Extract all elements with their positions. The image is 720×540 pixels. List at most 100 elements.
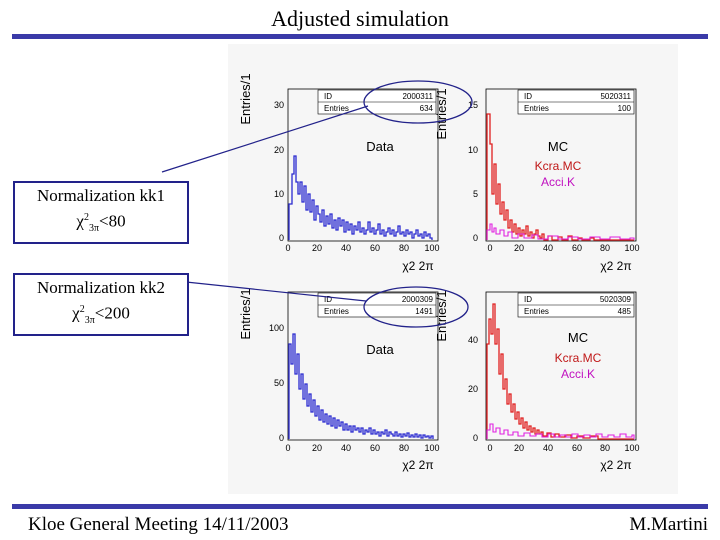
xtick-top-mc-80: 80 — [600, 243, 610, 253]
norm-kk1-cut: <80 — [99, 211, 126, 231]
xtick-bottom-mc-0: 0 — [487, 443, 492, 453]
connector-top — [161, 105, 369, 173]
id-label-top-mc: ID — [524, 92, 532, 101]
histogram-figure: Entries/1 ID 2000311 Entries 634 30 20 1… — [228, 44, 678, 494]
ytick-top-data-30: 30 — [274, 100, 284, 110]
xtick-top-data-60: 60 — [370, 243, 380, 253]
entries-label-bottom-mc: Entries — [524, 307, 549, 316]
entries-value-top-data: 634 — [420, 104, 434, 113]
norm-kk1-cut-line: χ23π<80 — [76, 211, 126, 235]
label3-bottom-mc: Acci.K — [561, 367, 595, 381]
xtick-bottom-data-80: 80 — [399, 443, 409, 453]
ylabel-top-data: Entries/1 — [238, 73, 253, 124]
xtick-bottom-mc-60: 60 — [572, 443, 582, 453]
norm-kk1-title: Normalization kk1 — [37, 186, 165, 205]
xtick-top-mc-100: 100 — [624, 243, 639, 253]
ytick-bottom-mc-0: 0 — [473, 433, 478, 443]
label-top-data: Data — [366, 139, 394, 154]
panel-bottom-data: Entries/1 ID 2000309 Entries 1491 100 50… — [238, 288, 440, 472]
xlabel-bottom-mc: χ2 2π — [600, 458, 631, 472]
hist-bottom-data — [288, 333, 434, 439]
normalization-box-kk1: Normalization kk1 χ23π<80 — [13, 181, 189, 245]
xtick-bottom-data-100: 100 — [424, 443, 439, 453]
id-label-top-data: ID — [324, 92, 332, 101]
norm-kk2-cut: <200 — [94, 303, 130, 323]
hist-top-data — [288, 155, 433, 240]
entries-value-bottom-mc: 485 — [618, 307, 632, 316]
hist-top-mc-acci — [486, 223, 635, 240]
entries-label-top-data: Entries — [324, 104, 349, 113]
slide-title: Adjusted simulation — [271, 6, 449, 31]
connector-bottom — [185, 281, 367, 302]
entries-value-bottom-data: 1491 — [415, 307, 433, 316]
xtick-top-mc-20: 20 — [514, 243, 524, 253]
xlabel-top-data: χ2 2π — [402, 259, 433, 273]
norm-kk2-cut-line: χ23π<200 — [72, 303, 130, 327]
panel-top-data: Entries/1 ID 2000311 Entries 634 30 20 1… — [238, 73, 440, 273]
label2-bottom-mc: Kcra.MC — [555, 351, 602, 365]
footer-author: M.Martini — [629, 514, 708, 535]
xtick-top-data-20: 20 — [312, 243, 322, 253]
xtick-bottom-data-0: 0 — [285, 443, 290, 453]
xtick-top-mc-0: 0 — [487, 243, 492, 253]
footer-meeting: Kloe General Meeting 14/11/2003 — [28, 514, 289, 535]
xtick-top-data-0: 0 — [285, 243, 290, 253]
xtick-bottom-data-60: 60 — [370, 443, 380, 453]
highlight-ellipse-top — [363, 80, 473, 124]
id-label-bottom-data: ID — [324, 295, 332, 304]
xtick-bottom-mc-100: 100 — [624, 443, 639, 453]
xtick-bottom-data-40: 40 — [341, 443, 351, 453]
ylabel-bottom-data: Entries/1 — [238, 288, 253, 339]
ytick-bottom-data-100: 100 — [269, 323, 284, 333]
hist-top-mc-kcra — [486, 113, 634, 241]
xlabel-bottom-data: χ2 2π — [402, 458, 433, 472]
plot-area: Entries/1 ID 2000311 Entries 634 30 20 1… — [228, 44, 678, 494]
top-rule — [12, 34, 708, 39]
entries-label-top-mc: Entries — [524, 104, 549, 113]
label-top-mc: MC — [548, 139, 568, 154]
xtick-top-data-40: 40 — [341, 243, 351, 253]
bottom-rule — [12, 504, 708, 509]
id-value-top-data: 2000311 — [402, 92, 433, 101]
label-bottom-mc: MC — [568, 330, 588, 345]
xtick-top-mc-60: 60 — [572, 243, 582, 253]
ytick-top-mc-5: 5 — [473, 189, 478, 199]
label2-top-mc: Kcra.MC — [535, 159, 582, 173]
axes-top-mc — [485, 88, 637, 242]
panel-bottom-mc: Entries/1 ID 5020309 Entries 485 40 20 0… — [434, 290, 640, 472]
ytick-top-data-0: 0 — [279, 233, 284, 243]
ytick-bottom-mc-20: 20 — [468, 384, 478, 394]
highlight-ellipse-bottom — [363, 286, 469, 328]
axes-bottom-data — [287, 291, 439, 441]
figure-background — [228, 44, 678, 494]
ytick-top-mc-10: 10 — [468, 145, 478, 155]
ylabel-top-mc: Entries/1 — [434, 88, 449, 139]
label-bottom-data: Data — [366, 342, 394, 357]
norm-kk2-title: Normalization kk2 — [37, 278, 165, 297]
panel-top-mc: Entries/1 ID 5020311 Entries 100 15 10 5… — [434, 88, 640, 273]
ytick-top-mc-0: 0 — [473, 233, 478, 243]
id-value-top-mc: 5020311 — [600, 92, 631, 101]
xtick-bottom-mc-40: 40 — [543, 443, 553, 453]
xtick-bottom-mc-20: 20 — [514, 443, 524, 453]
ytick-top-data-20: 20 — [274, 145, 284, 155]
label3-top-mc: Acci.K — [541, 175, 575, 189]
ytick-bottom-data-0: 0 — [279, 433, 284, 443]
entries-label-bottom-data: Entries — [324, 307, 349, 316]
xtick-top-data-80: 80 — [399, 243, 409, 253]
axes-top-data — [287, 88, 439, 242]
entries-value-top-mc: 100 — [618, 104, 632, 113]
xlabel-top-mc: χ2 2π — [600, 259, 631, 273]
xtick-top-data-100: 100 — [424, 243, 439, 253]
ytick-top-mc-15: 15 — [468, 100, 478, 110]
id-value-bottom-mc: 5020309 — [600, 295, 632, 304]
ytick-top-data-10: 10 — [274, 189, 284, 199]
xtick-top-mc-40: 40 — [543, 243, 553, 253]
xtick-bottom-data-20: 20 — [312, 443, 322, 453]
id-value-bottom-data: 2000309 — [402, 295, 434, 304]
ylabel-bottom-mc: Entries/1 — [434, 290, 449, 341]
hist-bottom-mc-acci — [486, 423, 635, 439]
ytick-bottom-mc-40: 40 — [468, 335, 478, 345]
id-label-bottom-mc: ID — [524, 295, 532, 304]
